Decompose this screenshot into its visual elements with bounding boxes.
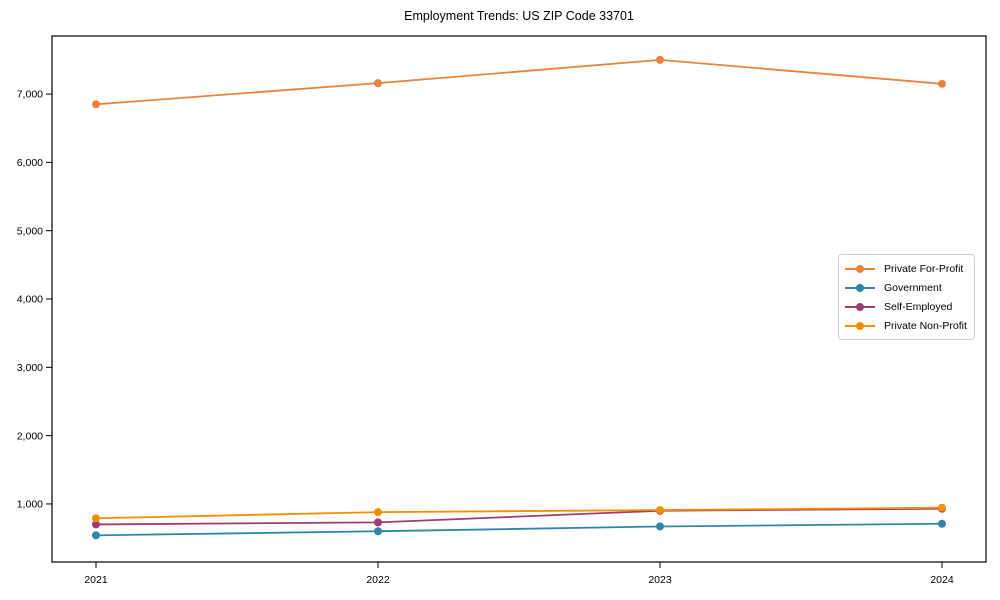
legend-label: Private Non-Profit	[884, 319, 967, 332]
series-marker-self-employed	[92, 520, 100, 529]
legend-label: Government	[884, 281, 942, 294]
series-line-private-for-profit	[95, 59, 943, 106]
legend: Private For-Profit Government Self-Employe…	[838, 254, 975, 340]
y-tick-label: 7,000	[17, 89, 43, 101]
series-marker-government	[656, 522, 664, 531]
x-tick-label: 2022	[366, 574, 390, 586]
series-marker-government	[92, 531, 100, 540]
legend-line-marker-icon	[845, 283, 875, 292]
y-tick-label: 5,000	[17, 225, 43, 237]
legend-line-marker-icon	[845, 264, 875, 273]
series-line-government	[95, 522, 943, 537]
series-marker-private-for-profit	[656, 55, 664, 64]
chart-title: Employment Trends: US ZIP Code 33701	[404, 9, 634, 23]
legend-item-government: Government	[845, 278, 968, 297]
series-marker-government	[938, 519, 946, 528]
legend-item-private-for-profit: Private For-Profit	[845, 259, 968, 278]
legend-item-self-employed: Self-Employed	[845, 297, 968, 316]
y-tick-label: 1,000	[17, 499, 43, 511]
series-marker-private-for-profit	[92, 100, 100, 109]
legend-swatch-dot	[856, 302, 864, 311]
series-marker-private-non-profit	[374, 508, 382, 517]
y-tick-label: 6,000	[17, 157, 43, 169]
series-marker-self-employed	[374, 518, 382, 527]
legend-item-private-non-profit: Private Non-Profit	[845, 316, 968, 335]
x-tick-label: 2024	[930, 574, 954, 586]
series-marker-private-non-profit	[938, 503, 946, 512]
x-tick-label: 2023	[648, 574, 672, 586]
series-line-private-non-profit	[95, 506, 943, 520]
y-tick-label: 4,000	[17, 294, 43, 306]
legend-line-marker-icon	[845, 302, 875, 311]
series-marker-private-for-profit	[374, 79, 382, 88]
y-tick-label: 2,000	[17, 430, 43, 442]
legend-label: Private For-Profit	[884, 262, 964, 275]
legend-swatch-dot	[856, 264, 864, 273]
series-marker-private-non-profit	[656, 506, 664, 515]
legend-swatch-dot	[856, 321, 864, 330]
series-marker-government	[374, 527, 382, 536]
x-tick-label: 2021	[84, 574, 108, 586]
series-marker-private-for-profit	[938, 79, 946, 88]
y-tick-label: 3,000	[17, 362, 43, 374]
legend-label: Self-Employed	[884, 300, 953, 313]
series-marker-private-non-profit	[92, 514, 100, 523]
legend-line-marker-icon	[845, 321, 875, 330]
legend-swatch-dot	[856, 283, 864, 292]
